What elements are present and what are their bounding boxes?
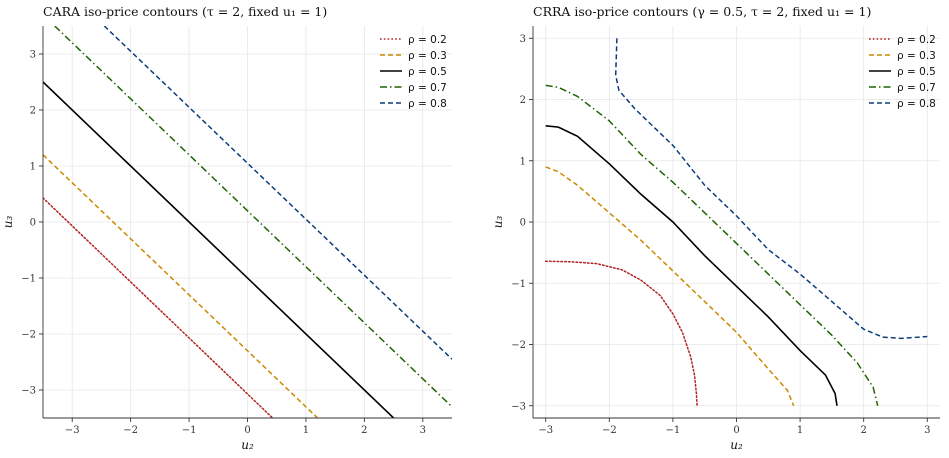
x-tick-label: −1 [182, 425, 197, 436]
x-tick-label: −2 [602, 425, 617, 436]
legend: ρ = 0.2 ρ = 0.3 ρ = 0.5 ρ = 0.7 ρ = 0.8 [380, 34, 447, 110]
y-tick-label: 3 [30, 50, 36, 61]
y-tick-label: −3 [21, 386, 36, 397]
y-tick-label: −3 [511, 401, 526, 412]
y-tick-label: −2 [21, 330, 36, 341]
legend-label: ρ = 0.8 [897, 98, 936, 110]
y-tick-label: 0 [520, 218, 526, 229]
series-line-rho-0.5 [545, 125, 838, 406]
legend-label: ρ = 0.7 [408, 82, 447, 94]
y-tick-label: 1 [30, 162, 36, 173]
x-axis-label: u₂ [730, 438, 743, 452]
legend-label: ρ = 0.2 [408, 34, 447, 46]
x-tick-label: −3 [538, 425, 553, 436]
x-tick-label: −1 [666, 425, 681, 436]
y-tick-label: −2 [511, 340, 526, 351]
x-tick-label: 3 [924, 425, 930, 436]
legend-label: ρ = 0.3 [408, 50, 447, 62]
legend-label: ρ = 0.8 [408, 98, 447, 110]
chart-title: CRRA iso-price contours (γ = 0.5, τ = 2,… [533, 4, 871, 19]
y-tick-label: 2 [30, 106, 36, 117]
series-line-rho-0.3 [43, 154, 319, 418]
x-tick-label: 0 [244, 425, 250, 436]
chart-title: CARA iso-price contours (τ = 2, fixed u₁… [43, 4, 327, 19]
series-group [43, 26, 452, 418]
x-axis-label: u₂ [241, 438, 254, 452]
y-tick-label: 1 [520, 156, 526, 167]
x-tick-label: 1 [303, 425, 309, 436]
x-tick-label: 2 [861, 425, 867, 436]
y-axis-label: u₃ [1, 216, 15, 229]
x-tick-label: 3 [420, 425, 426, 436]
legend-label: ρ = 0.3 [897, 50, 936, 62]
y-tick-label: 3 [520, 34, 526, 45]
series-line-rho-0.3 [545, 166, 795, 407]
series-line-rho-0.5 [43, 81, 395, 418]
legend-label: ρ = 0.5 [897, 66, 936, 78]
x-tick-label: −3 [65, 425, 80, 436]
y-axis-label: u₃ [491, 216, 505, 229]
series-line-rho-0.7 [545, 84, 879, 406]
legend: ρ = 0.2 ρ = 0.3 ρ = 0.5 ρ = 0.7 ρ = 0.8 [869, 34, 936, 110]
crra-chart-panel: −3 −2 −1 0 1 2 3 −3 −2 −1 0 1 2 3 CRRA iso-price conto… [491, 4, 940, 452]
legend-label: ρ = 0.2 [897, 34, 936, 46]
series-line-rho-0.2 [544, 260, 698, 407]
legend-label: ρ = 0.5 [408, 66, 447, 78]
y-tick-label: −1 [511, 279, 526, 290]
series-line-rho-0.8 [103, 26, 452, 360]
cara-chart-panel: −3 −2 −1 0 1 2 3 −3 −2 −1 0 1 2 3 CARA iso-price conto… [1, 4, 452, 452]
x-tick-label: 0 [733, 425, 739, 436]
x-tick-label: −2 [123, 425, 138, 436]
y-tick-label: 0 [30, 218, 36, 229]
x-tick-label: 2 [361, 425, 367, 436]
series-group [544, 38, 928, 407]
x-tick-label: 1 [797, 425, 803, 436]
y-tick-label: 2 [520, 95, 526, 106]
series-line-rho-0.2 [43, 197, 274, 418]
y-tick-label: −1 [21, 274, 36, 285]
series-line-rho-0.7 [54, 26, 452, 408]
series-line-rho-0.8 [614, 38, 928, 340]
legend-label: ρ = 0.7 [897, 82, 936, 94]
